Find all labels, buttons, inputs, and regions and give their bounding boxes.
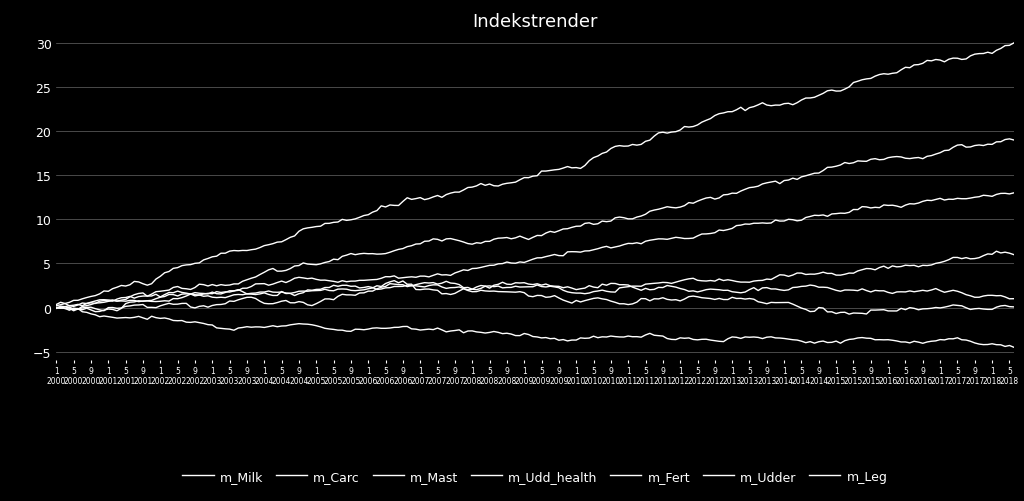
m_Carc [93, 297, 105, 303]
m_Mast [367, 277, 379, 283]
m_Mast [89, 301, 101, 307]
m_Udd_health [921, 263, 933, 269]
Line: m_Udder: m_Udder [56, 283, 1014, 311]
m_Milk [89, 293, 101, 299]
m_Milk [916, 61, 929, 67]
m_Milk [50, 302, 62, 308]
m_Leg [176, 318, 188, 324]
m_Fert [367, 286, 379, 292]
m_Fert [314, 288, 327, 294]
m_Leg [396, 324, 409, 330]
m_Udder [93, 307, 105, 313]
m_Mast [392, 276, 404, 282]
Legend: m_Milk, m_Carc, m_Mast, m_Udd_health, m_Fert, m_Udder, m_Leg: m_Milk, m_Carc, m_Mast, m_Udd_health, m_… [177, 464, 893, 487]
m_Fert [1008, 304, 1020, 310]
m_Udder [926, 288, 938, 294]
m_Udder [68, 308, 80, 314]
m_Leg [318, 326, 331, 332]
m_Udd_health [318, 285, 331, 291]
m_Fert [926, 306, 938, 312]
m_Udd_health [1008, 252, 1020, 258]
m_Udder [396, 282, 409, 288]
Line: m_Carc: m_Carc [56, 140, 1014, 307]
m_Udd_health [176, 292, 188, 298]
m_Mast [1008, 190, 1020, 196]
m_Udder [497, 280, 509, 286]
m_Udd_health [396, 284, 409, 290]
m_Mast [50, 306, 62, 312]
Line: m_Mast: m_Mast [56, 193, 1014, 309]
m_Fert [171, 296, 183, 302]
m_Carc [318, 260, 331, 266]
m_Udder [318, 296, 331, 302]
m_Fert [396, 279, 409, 285]
m_Carc [1004, 137, 1016, 143]
m_Leg [93, 314, 105, 320]
m_Udder [50, 305, 62, 311]
m_Leg [54, 305, 67, 311]
m_Udd_health [990, 248, 1002, 255]
m_Leg [1008, 345, 1020, 351]
m_Udder [371, 286, 383, 292]
m_Fert [843, 312, 855, 318]
m_Milk [392, 203, 404, 209]
m_Udd_health [50, 306, 62, 312]
m_Mast [314, 278, 327, 284]
m_Carc [371, 252, 383, 258]
Title: Indekstrender: Indekstrender [472, 13, 598, 31]
m_Udd_health [72, 307, 84, 313]
m_Udd_health [93, 300, 105, 306]
m_Carc [396, 246, 409, 252]
Line: m_Milk: m_Milk [56, 44, 1014, 305]
m_Milk [367, 210, 379, 216]
m_Milk [1008, 41, 1020, 47]
m_Milk [171, 265, 183, 271]
m_Udder [176, 301, 188, 307]
m_Milk [314, 224, 327, 230]
m_Carc [176, 286, 188, 292]
Line: m_Fert: m_Fert [56, 281, 1014, 315]
m_Udder [1008, 296, 1020, 302]
m_Leg [50, 305, 62, 311]
m_Fert [89, 309, 101, 315]
m_Mast [171, 289, 183, 295]
m_Mast [916, 199, 929, 205]
m_Carc [921, 154, 933, 160]
Line: m_Leg: m_Leg [56, 308, 1014, 348]
m_Udd_health [371, 287, 383, 293]
m_Carc [1008, 138, 1020, 144]
m_Leg [371, 325, 383, 331]
m_Fert [388, 278, 400, 284]
m_Carc [68, 304, 80, 310]
m_Leg [921, 339, 933, 345]
m_Carc [50, 303, 62, 309]
Line: m_Udd_health: m_Udd_health [56, 252, 1014, 310]
m_Fert [50, 305, 62, 311]
